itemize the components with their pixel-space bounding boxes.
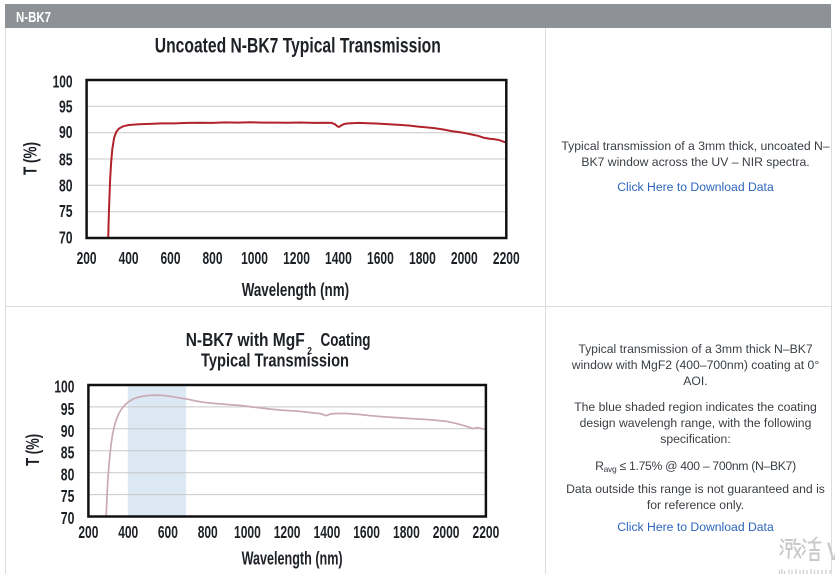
svg-text:70: 70 xyxy=(59,228,73,248)
svg-text:1400: 1400 xyxy=(325,248,352,268)
svg-text:W: W xyxy=(827,538,835,566)
svg-text:2200: 2200 xyxy=(493,248,520,268)
svg-text:70: 70 xyxy=(61,508,75,528)
svg-text:85: 85 xyxy=(59,150,73,170)
svg-text:1600: 1600 xyxy=(353,522,380,542)
svg-text:75: 75 xyxy=(61,486,75,506)
svg-text:Uncoated N-BK7 Typical Transmi: Uncoated N-BK7 Typical Transmission xyxy=(155,33,441,57)
svg-text:Coating: Coating xyxy=(321,329,371,350)
svg-text:85: 85 xyxy=(61,443,75,463)
svg-text:800: 800 xyxy=(198,522,218,542)
svg-text:Wavelength (nm): Wavelength (nm) xyxy=(242,279,349,300)
svg-text:100: 100 xyxy=(53,71,73,91)
svg-text:95: 95 xyxy=(59,97,73,117)
svg-text:Wavelength (nm): Wavelength (nm) xyxy=(242,548,343,569)
svg-text:1600: 1600 xyxy=(367,248,394,268)
svg-text:1800: 1800 xyxy=(393,522,420,542)
svg-text:600: 600 xyxy=(158,522,178,542)
svg-text:90: 90 xyxy=(61,421,75,441)
svg-text:200: 200 xyxy=(78,522,98,542)
svg-text:75: 75 xyxy=(59,201,73,221)
svg-text:200: 200 xyxy=(77,248,97,268)
svg-text:400: 400 xyxy=(118,522,138,542)
svg-text:100: 100 xyxy=(54,377,74,397)
svg-text:80: 80 xyxy=(61,464,75,484)
svg-text:N-BK7 with MgF: N-BK7 with MgF xyxy=(186,329,305,350)
svg-text:1000: 1000 xyxy=(234,522,261,542)
svg-text:2200: 2200 xyxy=(473,522,500,542)
svg-text:2: 2 xyxy=(307,345,312,357)
svg-text:80: 80 xyxy=(59,175,73,195)
svg-text:2000: 2000 xyxy=(451,248,478,268)
svg-text:1800: 1800 xyxy=(409,248,436,268)
svg-text:800: 800 xyxy=(203,248,223,268)
svg-text:T (%): T (%) xyxy=(22,434,43,466)
svg-text:1000: 1000 xyxy=(241,248,268,268)
svg-text:400: 400 xyxy=(119,248,139,268)
svg-text:Typical Transmission: Typical Transmission xyxy=(201,350,349,371)
svg-text:2000: 2000 xyxy=(433,522,460,542)
svg-text:600: 600 xyxy=(161,248,181,268)
svg-text:1200: 1200 xyxy=(274,522,301,542)
svg-text:95: 95 xyxy=(61,399,75,419)
svg-text:1200: 1200 xyxy=(283,248,310,268)
svg-text:T (%): T (%) xyxy=(20,142,41,175)
svg-text:1400: 1400 xyxy=(314,522,341,542)
svg-text:90: 90 xyxy=(59,122,73,142)
